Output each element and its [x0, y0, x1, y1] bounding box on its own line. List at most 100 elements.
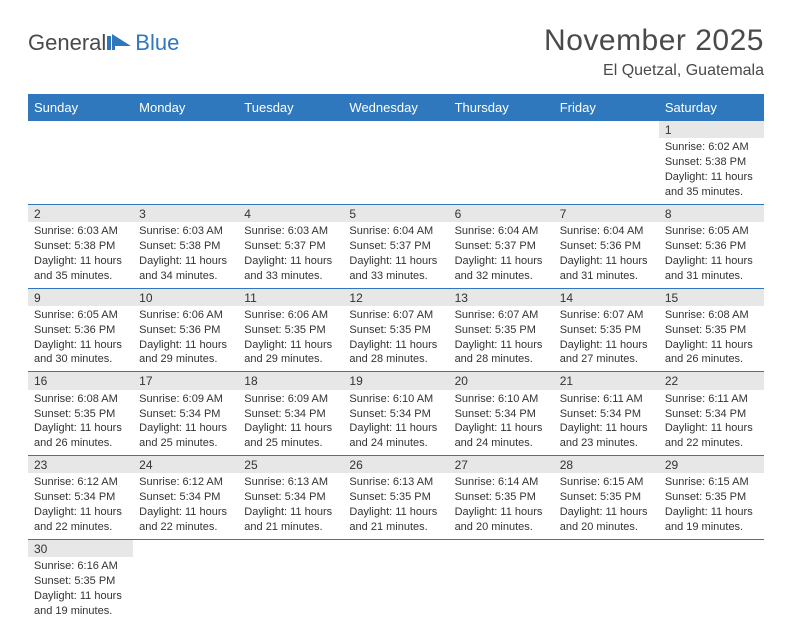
- calendar-empty-cell: [343, 539, 448, 622]
- sunrise-line: Sunrise: 6:10 AM: [349, 392, 442, 407]
- calendar-day-cell: 12Sunrise: 6:07 AMSunset: 5:35 PMDayligh…: [343, 288, 448, 372]
- daylight-line: Daylight: 11 hours and 28 minutes.: [455, 338, 548, 368]
- day-number: 12: [343, 289, 448, 306]
- day-number: 20: [449, 372, 554, 389]
- day-body: Sunrise: 6:10 AMSunset: 5:34 PMDaylight:…: [449, 390, 554, 455]
- daylight-line: Daylight: 11 hours and 24 minutes.: [455, 421, 548, 451]
- day-body: Sunrise: 6:14 AMSunset: 5:35 PMDaylight:…: [449, 473, 554, 538]
- calendar-empty-cell: [238, 121, 343, 204]
- day-number: 24: [133, 456, 238, 473]
- daylight-line: Daylight: 11 hours and 19 minutes.: [665, 505, 758, 535]
- day-number: 6: [449, 205, 554, 222]
- sunset-line: Sunset: 5:35 PM: [34, 574, 127, 589]
- day-body: Sunrise: 6:12 AMSunset: 5:34 PMDaylight:…: [133, 473, 238, 538]
- logo-flag-icon: [107, 34, 133, 52]
- calendar-day-cell: 9Sunrise: 6:05 AMSunset: 5:36 PMDaylight…: [28, 288, 133, 372]
- sunset-line: Sunset: 5:34 PM: [244, 490, 337, 505]
- sunrise-line: Sunrise: 6:05 AM: [34, 308, 127, 323]
- day-number: 13: [449, 289, 554, 306]
- day-number: 5: [343, 205, 448, 222]
- sunrise-line: Sunrise: 6:10 AM: [455, 392, 548, 407]
- calendar-empty-cell: [238, 539, 343, 622]
- calendar-day-cell: 14Sunrise: 6:07 AMSunset: 5:35 PMDayligh…: [554, 288, 659, 372]
- calendar-day-cell: 23Sunrise: 6:12 AMSunset: 5:34 PMDayligh…: [28, 456, 133, 540]
- day-body: Sunrise: 6:10 AMSunset: 5:34 PMDaylight:…: [343, 390, 448, 455]
- day-number: 8: [659, 205, 764, 222]
- daylight-line: Daylight: 11 hours and 21 minutes.: [349, 505, 442, 535]
- sunset-line: Sunset: 5:38 PM: [34, 239, 127, 254]
- day-body: Sunrise: 6:07 AMSunset: 5:35 PMDaylight:…: [449, 306, 554, 371]
- day-number: 3: [133, 205, 238, 222]
- sunrise-line: Sunrise: 6:11 AM: [560, 392, 653, 407]
- sunrise-line: Sunrise: 6:02 AM: [665, 140, 758, 155]
- sunrise-line: Sunrise: 6:03 AM: [34, 224, 127, 239]
- sunset-line: Sunset: 5:38 PM: [139, 239, 232, 254]
- calendar-day-cell: 3Sunrise: 6:03 AMSunset: 5:38 PMDaylight…: [133, 204, 238, 288]
- day-body: Sunrise: 6:16 AMSunset: 5:35 PMDaylight:…: [28, 557, 133, 622]
- day-number: 19: [343, 372, 448, 389]
- daylight-line: Daylight: 11 hours and 27 minutes.: [560, 338, 653, 368]
- sunrise-line: Sunrise: 6:04 AM: [349, 224, 442, 239]
- daylight-line: Daylight: 11 hours and 33 minutes.: [349, 254, 442, 284]
- sunset-line: Sunset: 5:36 PM: [34, 323, 127, 338]
- sunset-line: Sunset: 5:35 PM: [665, 490, 758, 505]
- day-body: Sunrise: 6:09 AMSunset: 5:34 PMDaylight:…: [238, 390, 343, 455]
- weekday-header: Thursday: [449, 94, 554, 121]
- sunrise-line: Sunrise: 6:07 AM: [349, 308, 442, 323]
- sunset-line: Sunset: 5:34 PM: [244, 407, 337, 422]
- sunrise-line: Sunrise: 6:13 AM: [244, 475, 337, 490]
- day-body: Sunrise: 6:02 AMSunset: 5:38 PMDaylight:…: [659, 138, 764, 203]
- calendar-table: SundayMondayTuesdayWednesdayThursdayFrid…: [28, 94, 764, 623]
- calendar-row: 9Sunrise: 6:05 AMSunset: 5:36 PMDaylight…: [28, 288, 764, 372]
- day-number: 11: [238, 289, 343, 306]
- calendar-day-cell: 27Sunrise: 6:14 AMSunset: 5:35 PMDayligh…: [449, 456, 554, 540]
- day-number: 14: [554, 289, 659, 306]
- day-number: 25: [238, 456, 343, 473]
- weekday-header: Wednesday: [343, 94, 448, 121]
- sunrise-line: Sunrise: 6:14 AM: [455, 475, 548, 490]
- sunset-line: Sunset: 5:36 PM: [139, 323, 232, 338]
- day-body: Sunrise: 6:07 AMSunset: 5:35 PMDaylight:…: [343, 306, 448, 371]
- day-number: 10: [133, 289, 238, 306]
- calendar-day-cell: 20Sunrise: 6:10 AMSunset: 5:34 PMDayligh…: [449, 372, 554, 456]
- title-block: November 2025 El Quetzal, Guatemala: [544, 24, 764, 80]
- daylight-line: Daylight: 11 hours and 29 minutes.: [244, 338, 337, 368]
- calendar-day-cell: 1Sunrise: 6:02 AMSunset: 5:38 PMDaylight…: [659, 121, 764, 204]
- day-number: 26: [343, 456, 448, 473]
- calendar-row: 23Sunrise: 6:12 AMSunset: 5:34 PMDayligh…: [28, 456, 764, 540]
- day-number: 17: [133, 372, 238, 389]
- day-number: 28: [554, 456, 659, 473]
- logo: General Blue: [28, 24, 179, 56]
- day-body: Sunrise: 6:13 AMSunset: 5:34 PMDaylight:…: [238, 473, 343, 538]
- sunrise-line: Sunrise: 6:13 AM: [349, 475, 442, 490]
- calendar-empty-cell: [659, 539, 764, 622]
- calendar-day-cell: 6Sunrise: 6:04 AMSunset: 5:37 PMDaylight…: [449, 204, 554, 288]
- month-title: November 2025: [544, 24, 764, 58]
- day-body: Sunrise: 6:06 AMSunset: 5:36 PMDaylight:…: [133, 306, 238, 371]
- day-number: 18: [238, 372, 343, 389]
- day-number: 21: [554, 372, 659, 389]
- day-body: Sunrise: 6:04 AMSunset: 5:36 PMDaylight:…: [554, 222, 659, 287]
- calendar-empty-cell: [449, 539, 554, 622]
- day-body: Sunrise: 6:06 AMSunset: 5:35 PMDaylight:…: [238, 306, 343, 371]
- daylight-line: Daylight: 11 hours and 22 minutes.: [665, 421, 758, 451]
- calendar-day-cell: 19Sunrise: 6:10 AMSunset: 5:34 PMDayligh…: [343, 372, 448, 456]
- sunset-line: Sunset: 5:34 PM: [455, 407, 548, 422]
- daylight-line: Daylight: 11 hours and 32 minutes.: [455, 254, 548, 284]
- sunset-line: Sunset: 5:35 PM: [665, 323, 758, 338]
- daylight-line: Daylight: 11 hours and 25 minutes.: [244, 421, 337, 451]
- day-number: 23: [28, 456, 133, 473]
- daylight-line: Daylight: 11 hours and 26 minutes.: [665, 338, 758, 368]
- calendar-body: 1Sunrise: 6:02 AMSunset: 5:38 PMDaylight…: [28, 121, 764, 623]
- day-number: 7: [554, 205, 659, 222]
- daylight-line: Daylight: 11 hours and 35 minutes.: [34, 254, 127, 284]
- sunrise-line: Sunrise: 6:07 AM: [455, 308, 548, 323]
- calendar-day-cell: 30Sunrise: 6:16 AMSunset: 5:35 PMDayligh…: [28, 539, 133, 622]
- daylight-line: Daylight: 11 hours and 21 minutes.: [244, 505, 337, 535]
- daylight-line: Daylight: 11 hours and 35 minutes.: [665, 170, 758, 200]
- sunset-line: Sunset: 5:34 PM: [139, 490, 232, 505]
- sunrise-line: Sunrise: 6:05 AM: [665, 224, 758, 239]
- day-body: Sunrise: 6:07 AMSunset: 5:35 PMDaylight:…: [554, 306, 659, 371]
- calendar-day-cell: 28Sunrise: 6:15 AMSunset: 5:35 PMDayligh…: [554, 456, 659, 540]
- daylight-line: Daylight: 11 hours and 19 minutes.: [34, 589, 127, 619]
